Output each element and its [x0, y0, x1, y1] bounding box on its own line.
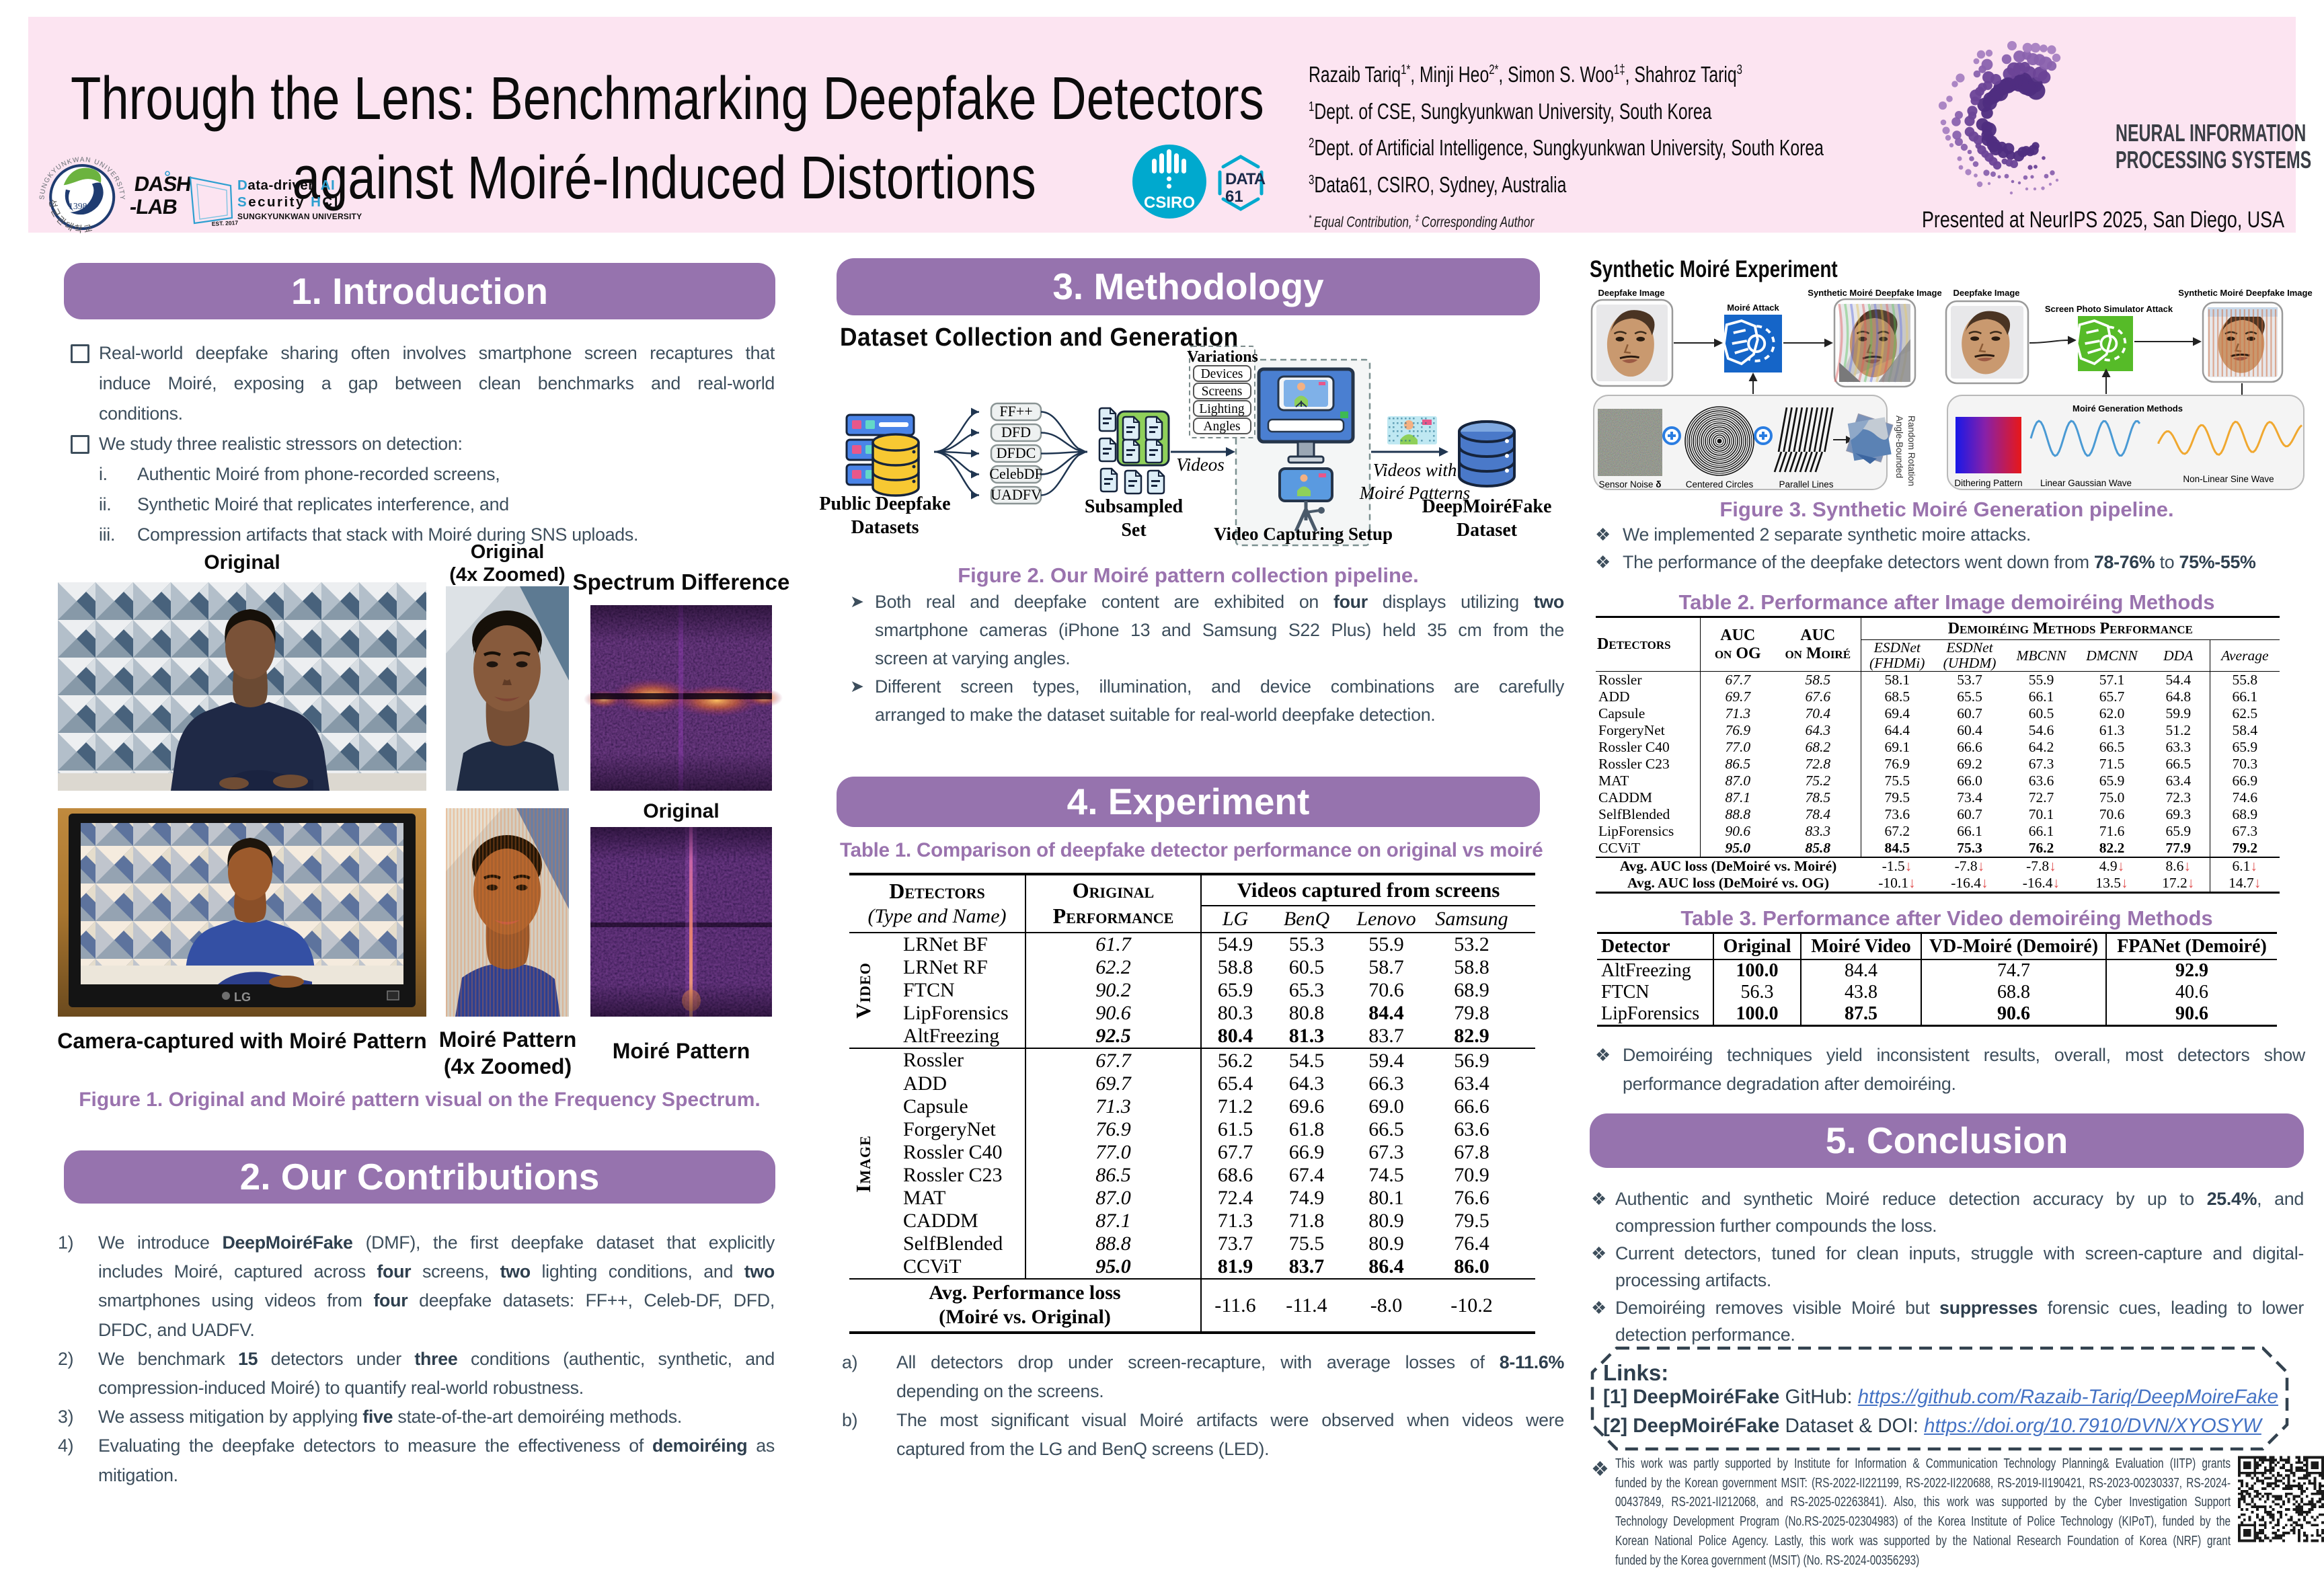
svg-text:CelebDF: CelebDF [989, 465, 1042, 482]
svg-text:Data-driven AI: Data-driven AI [237, 178, 335, 193]
svg-text:SUNGKYUNKWAN UNIVERSITY: SUNGKYUNKWAN UNIVERSITY [237, 212, 362, 221]
svg-text:Random Rotation: Random Rotation [1906, 416, 1916, 486]
svg-text:Synthetic Moiré Deepfake Image: Synthetic Moiré Deepfake Image [2178, 288, 2312, 298]
svg-text:EST. 2017: EST. 2017 [212, 219, 239, 227]
svg-text:61: 61 [1225, 188, 1243, 206]
svg-text:1398: 1398 [69, 201, 87, 211]
svg-text:Videos: Videos [1176, 455, 1224, 475]
svg-text:Parallel Lines: Parallel Lines [1779, 479, 1833, 489]
svg-text:CSIRO: CSIRO [1144, 194, 1195, 212]
svg-text:Linear Gaussian Wave: Linear Gaussian Wave [2040, 478, 2132, 488]
svg-text:Videos with: Videos with [1373, 460, 1457, 480]
svg-text:Lighting: Lighting [1199, 402, 1244, 416]
svg-text:Datasets: Datasets [851, 517, 919, 538]
svg-text:Synthetic Moiré Deepfake Image: Synthetic Moiré Deepfake Image [1808, 288, 1941, 298]
svg-text:Devices: Devices [1201, 367, 1243, 381]
svg-text:DFDC: DFDC [997, 444, 1036, 461]
svg-text:Moiré Generation Methods: Moiré Generation Methods [2073, 403, 2183, 414]
svg-text:UADFV: UADFV [991, 486, 1042, 503]
svg-text:Moiré Patterns: Moiré Patterns [1359, 483, 1470, 503]
svg-text:Deepfake Image: Deepfake Image [1953, 288, 2020, 298]
svg-text:Angles: Angles [1203, 420, 1240, 434]
svg-text:Screen Photo Simulator Attack: Screen Photo Simulator Attack [2045, 304, 2173, 314]
svg-text:Dithering Pattern: Dithering Pattern [1954, 478, 2022, 488]
svg-text:Dataset: Dataset [1457, 520, 1518, 541]
svg-text:Variations: Variations [1187, 348, 1258, 366]
svg-text:FF++: FF++ [999, 403, 1032, 420]
svg-text:Centered Circles: Centered Circles [1686, 479, 1754, 489]
svg-text:Angle-Bounded: Angle-Bounded [1894, 416, 1904, 478]
svg-text:Non-Linear Sine Wave: Non-Linear Sine Wave [2183, 474, 2274, 484]
svg-text:Sensor Noise δ: Sensor Noise δ [1599, 479, 1662, 489]
svg-text:-LAB: -LAB [128, 195, 179, 219]
svg-text:Subsampled: Subsampled [1085, 496, 1184, 517]
svg-text:Moiré Attack: Moiré Attack [1727, 303, 1779, 313]
svg-text:Public Deepfake: Public Deepfake [819, 494, 950, 514]
svg-text:Deepfake Image: Deepfake Image [1598, 288, 1665, 298]
svg-text:Video Capturing Setup: Video Capturing Setup [1214, 524, 1393, 544]
svg-text:DASH: DASH [133, 172, 193, 196]
svg-text:Security HCI: Security HCI [237, 194, 340, 210]
svg-text:DATA: DATA [1225, 170, 1266, 188]
svg-text:Set: Set [1121, 520, 1147, 541]
svg-text:LG: LG [234, 990, 251, 1004]
svg-text:Screens: Screens [1202, 385, 1243, 399]
svg-text:DeepMoiréFake: DeepMoiréFake [1422, 496, 1552, 517]
svg-text:DFD: DFD [1001, 424, 1031, 440]
